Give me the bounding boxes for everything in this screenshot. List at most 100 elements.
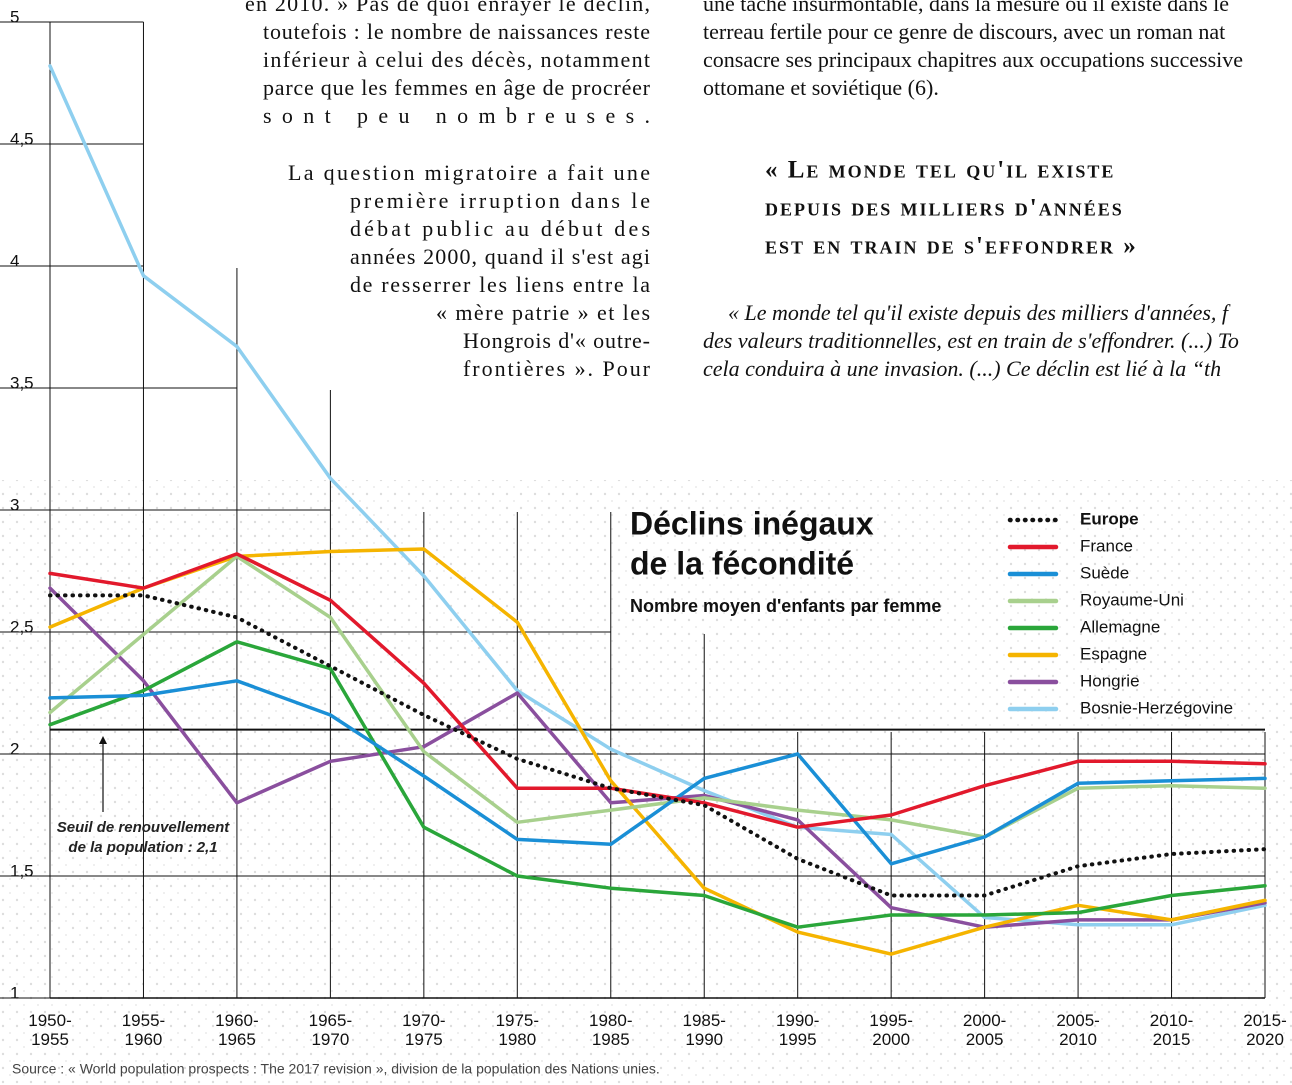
article-line: en 2010. » Pas de quoi enrayer le déclin… [245, 0, 650, 16]
x-tick-label-part: 1990- [776, 1011, 819, 1030]
pull-quote: est en train de s'effondrer » [765, 233, 1138, 260]
article-line: ottomane et soviétique (6). [703, 75, 939, 100]
article-line: terreau fertile pour ce genre de discour… [703, 19, 1225, 44]
y-tick-label: 2 [10, 739, 19, 758]
x-tick-label: 1995-2000 [869, 1011, 912, 1049]
x-tick-label-part: 2015 [1153, 1030, 1191, 1049]
series-line [48, 640, 1267, 929]
article-line: cela conduira à une invasion. (...) Ce d… [703, 356, 1221, 381]
legend-label: Hongrie [1080, 671, 1140, 690]
article-line: « Le monde tel qu'il existe depuis des m… [728, 300, 1231, 325]
x-tick-label-part: 2005 [966, 1030, 1004, 1049]
y-tick-label: 1 [10, 983, 19, 1002]
x-tick-label-part: 1965- [309, 1011, 352, 1030]
article-line: frontières ». Pour [463, 356, 651, 381]
x-tick-label: 2000-2005 [963, 1011, 1006, 1049]
threshold-label: de la population : 2,1 [68, 839, 217, 856]
x-tick-label-part: 2015- [1243, 1011, 1286, 1030]
article-line: inférieur à celui des décès, notamment [263, 47, 650, 72]
article-line: La question migratoire a fait une [288, 160, 650, 185]
chart-title: Déclins inégaux [630, 505, 874, 541]
series-line [48, 554, 1267, 839]
x-tick-label-part: 2010 [1059, 1030, 1097, 1049]
x-tick-label: 1990-1995 [776, 1011, 819, 1049]
article: en 2010. » Pas de quoi enrayer le déclin… [245, 0, 1243, 381]
x-tick-label-part: 2005- [1056, 1011, 1099, 1030]
x-tick-label-part: 1975 [405, 1030, 443, 1049]
series-line [48, 64, 1267, 927]
legend-label: Royaume-Uni [1080, 590, 1184, 609]
legend-label: Suède [1080, 563, 1129, 582]
legend-label: Europe [1080, 509, 1139, 528]
x-tick-label: 1965-1970 [309, 1011, 352, 1049]
article-line: débat public au début des [350, 216, 650, 241]
article-line: sont peu nombreuses. [263, 103, 650, 128]
article-line: de resserrer les liens entre la [350, 272, 650, 297]
y-tick-label: 3 [10, 495, 19, 514]
x-tick-label-part: 1990 [685, 1030, 723, 1049]
legend-label: Espagne [1080, 644, 1147, 663]
x-tick-label: 1955-1960 [122, 1011, 165, 1049]
x-tick-label-part: 1970 [311, 1030, 349, 1049]
x-tick-label: 1960-1965 [215, 1011, 258, 1049]
article-line: Hongrois d'« outre- [463, 328, 650, 353]
article-line: années 2000, quand il s'est agi [350, 244, 650, 269]
x-tick-label: 1975-1980 [496, 1011, 539, 1049]
y-tick-label: 5 [10, 7, 19, 26]
chart-title: de la fécondité [630, 545, 854, 581]
article-line: parce que les femmes en âge de procréer [263, 75, 651, 100]
y-tick-label: 3,5 [10, 373, 34, 392]
x-tick-label-part: 1995 [779, 1030, 817, 1049]
source: Source : « World population prospects : … [12, 1061, 660, 1077]
article-line: des valeurs traditionnelles, est en trai… [703, 328, 1239, 353]
x-tick-label-part: 2020 [1246, 1030, 1284, 1049]
article-line: toutefois : le nombre de naissances rest… [263, 19, 650, 44]
x-tick-label-part: 2010- [1150, 1011, 1193, 1030]
article-line: « mère patrie » et les [436, 300, 650, 325]
article-line: consacre ses principaux chapitres aux oc… [703, 47, 1243, 72]
x-tick-label-part: 1980 [498, 1030, 536, 1049]
series-line [48, 679, 1267, 866]
x-tick-label-part: 1955- [122, 1011, 165, 1030]
y-tick-label: 4,5 [10, 129, 34, 148]
plot [48, 64, 1267, 956]
legend-label: France [1080, 536, 1133, 555]
x-tick-label-part: 1980- [589, 1011, 632, 1030]
article-line: une tâche insurmontable, dans la mesure … [703, 0, 1229, 16]
series-line [48, 586, 1267, 929]
series-line [48, 547, 1267, 956]
x-tick-label-part: 1960- [215, 1011, 258, 1030]
grid: 1950-19551955-19601960-19651965-19701970… [0, 7, 1287, 1049]
x-tick-label: 1980-1985 [589, 1011, 632, 1049]
chart-subtitle: Nombre moyen d'enfants par femme [630, 596, 941, 616]
x-tick-label-part: 1965 [218, 1030, 256, 1049]
legend-label: Bosnie-Herzégovine [1080, 698, 1233, 717]
x-tick-label-part: 1960 [125, 1030, 163, 1049]
x-tick-label: 1970-1975 [402, 1011, 445, 1049]
y-tick-label: 1,5 [10, 861, 34, 880]
y-tick-label: 4 [10, 251, 19, 270]
article-line: première irruption dans le [350, 188, 650, 213]
threshold-label: Seuil de renouvellement [57, 819, 231, 836]
x-tick-label-part: 2000 [872, 1030, 910, 1049]
x-tick-label-part: 1950- [28, 1011, 71, 1030]
x-tick-label-part: 1970- [402, 1011, 445, 1030]
threshold-arrowhead [99, 736, 107, 744]
series-line [48, 593, 1267, 898]
x-tick-label: 2015-2020 [1243, 1011, 1286, 1049]
series-line [48, 552, 1267, 829]
x-tick-label-part: 1975- [496, 1011, 539, 1030]
legend-label: Allemagne [1080, 617, 1160, 636]
pull-quote: « Le monde tel qu'il existe [765, 157, 1115, 184]
x-tick-label: 2010-2015 [1150, 1011, 1193, 1049]
pull-quote: depuis des milliers d'années [765, 195, 1124, 222]
x-tick-label-part: 1985 [592, 1030, 630, 1049]
x-tick-label: 2005-2010 [1056, 1011, 1099, 1049]
x-tick-label-part: 1985- [682, 1011, 725, 1030]
x-tick-label: 1950-1955 [28, 1011, 71, 1049]
x-tick-label-part: 2000- [963, 1011, 1006, 1030]
x-tick-label-part: 1995- [869, 1011, 912, 1030]
x-tick-label: 1985-1990 [682, 1011, 725, 1049]
